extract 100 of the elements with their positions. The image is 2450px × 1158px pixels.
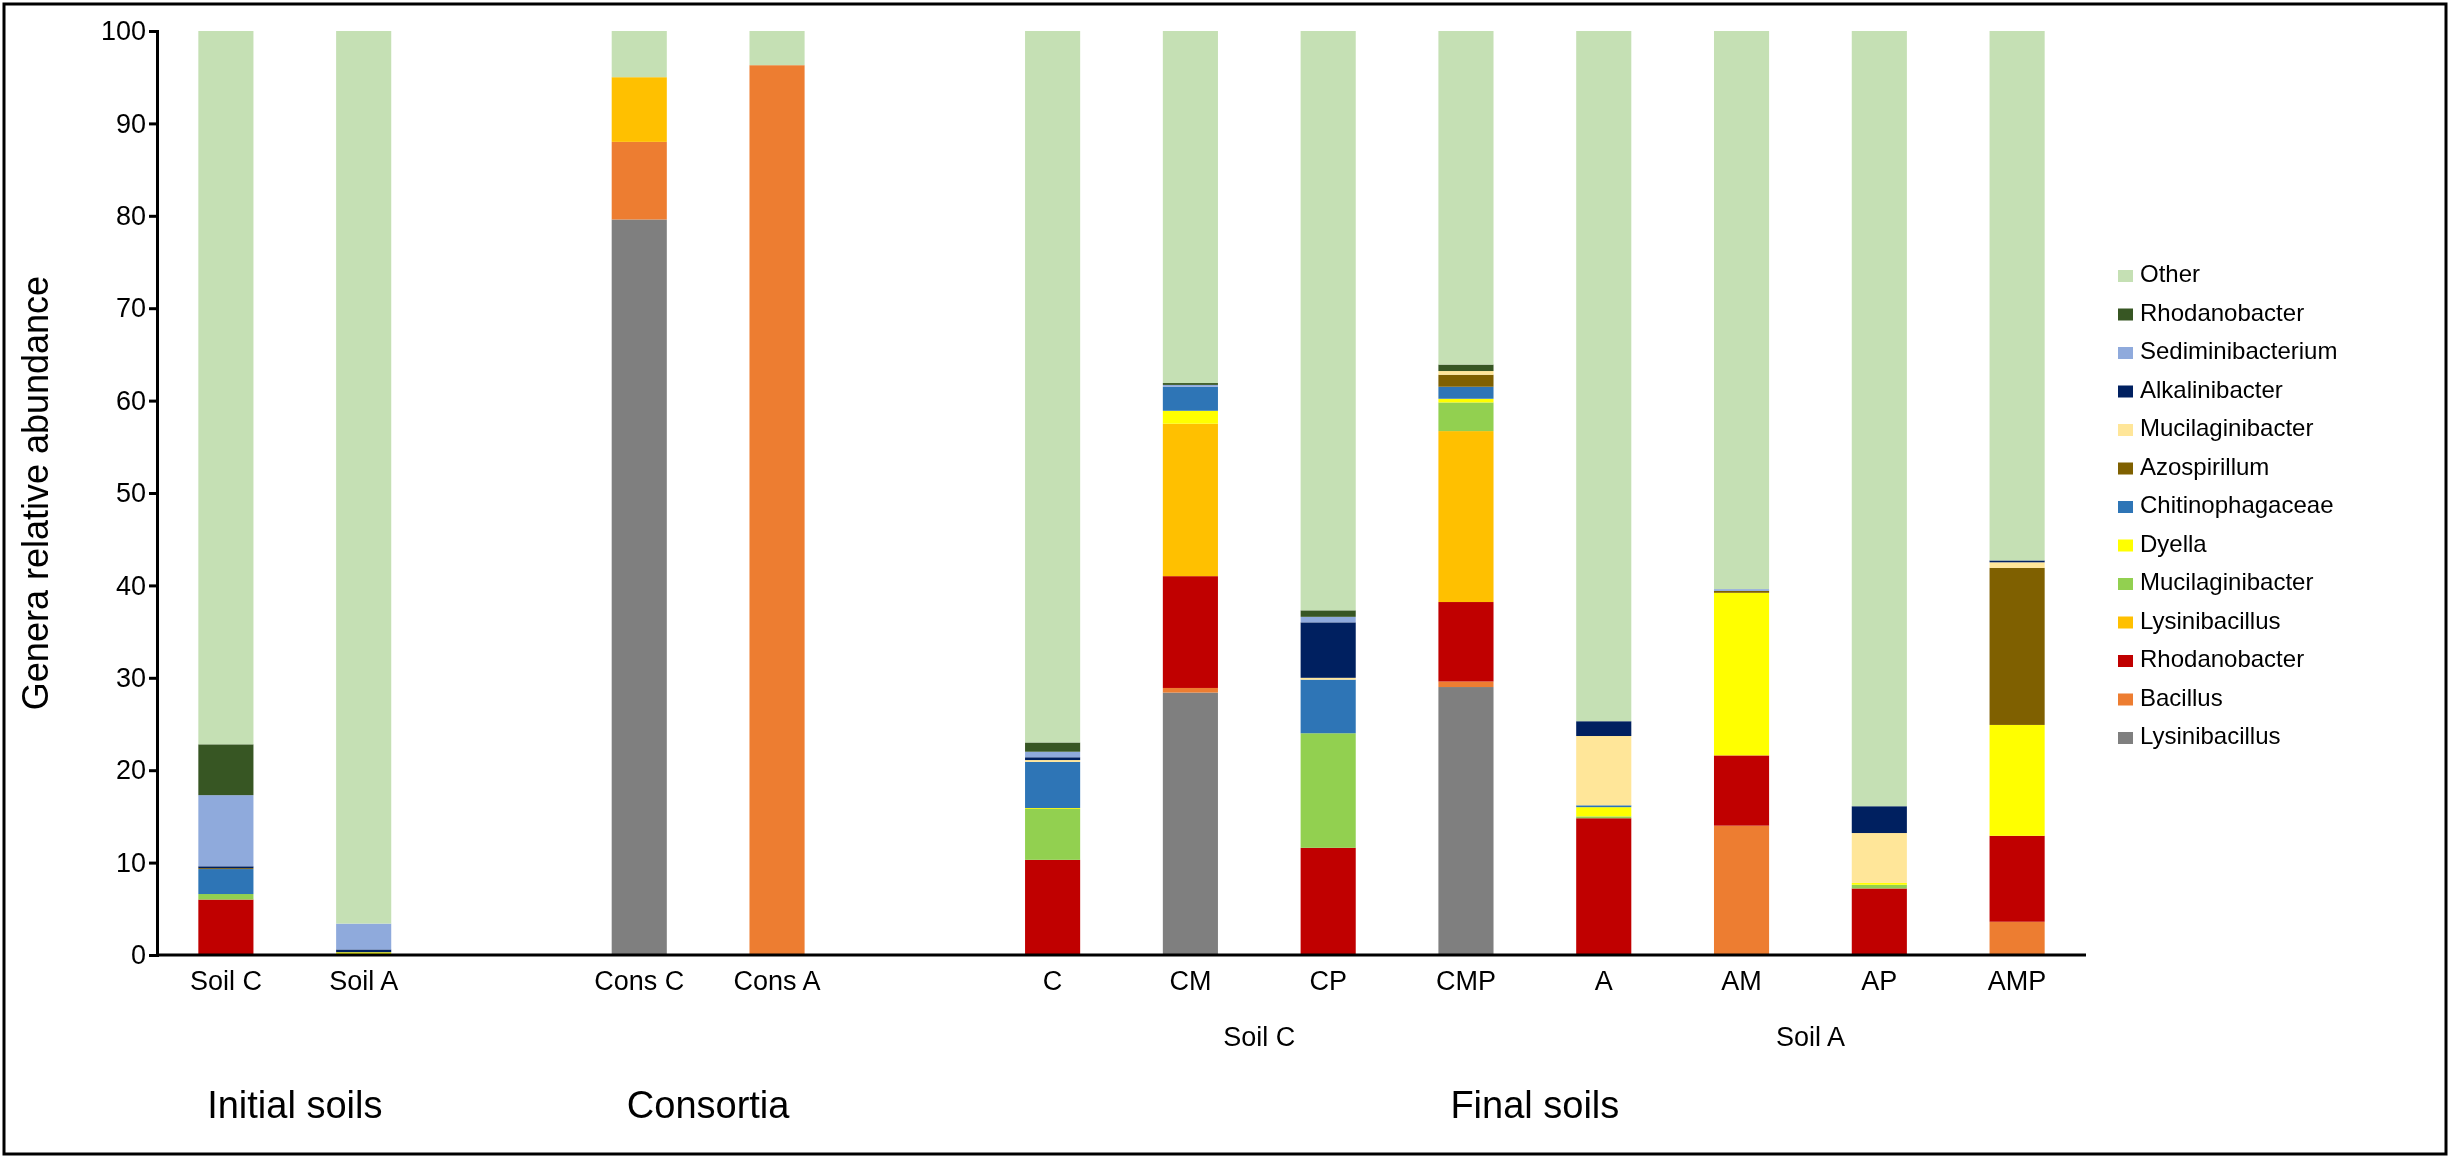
bar [1576, 736, 1632, 806]
bar [1162, 692, 1218, 955]
bar [1162, 386, 1218, 411]
bar [198, 795, 254, 867]
bar [1162, 410, 1218, 424]
bar [1851, 31, 1907, 807]
bar [1300, 610, 1356, 617]
bar [1438, 681, 1494, 688]
bar [198, 744, 254, 796]
bar [1025, 31, 1081, 743]
x-tick-label: A [1594, 966, 1613, 997]
bar [1025, 809, 1081, 860]
legend-label: Mucilaginibacter [2140, 568, 2314, 595]
bar [1851, 888, 1907, 955]
bar [1851, 833, 1907, 883]
bar [749, 31, 805, 66]
bar [1300, 616, 1356, 623]
text: Soil A [1775, 1022, 1845, 1052]
x-tick-label: AMP [1987, 966, 2047, 997]
y-tick-label: 20 [115, 755, 146, 786]
bar [336, 31, 392, 924]
bar [1438, 371, 1494, 375]
bar [1162, 687, 1218, 693]
bar [198, 869, 254, 895]
y-tick-label: 90 [115, 108, 146, 139]
x-tick-label: C [1042, 966, 1063, 997]
legend-label: Azospirillum [2140, 452, 2270, 480]
y-tick-label: 100 [100, 16, 146, 47]
bar [1025, 751, 1081, 758]
bar [1438, 374, 1494, 387]
legend-label: Alkalinibacter [2140, 375, 2283, 403]
bar [1989, 921, 2045, 955]
legend-label: Lysinibacillus [2140, 606, 2281, 634]
bar [1300, 847, 1356, 955]
legend-label: Rhodanobacter [2140, 645, 2305, 672]
bar [1438, 364, 1494, 372]
bar [1300, 679, 1356, 734]
bar [1989, 835, 2045, 922]
bar [611, 77, 667, 142]
bar [1300, 622, 1356, 678]
bar [1162, 423, 1218, 577]
x-tick-label: AM [1721, 966, 1762, 997]
x-tick-label: AP [1861, 966, 1898, 997]
bar [611, 141, 667, 220]
bar [1713, 755, 1770, 826]
y-tick-label: 50 [115, 478, 146, 509]
x-tick-label: Soil A [329, 966, 399, 997]
bar [749, 65, 805, 955]
y-tick-label: 40 [115, 570, 146, 601]
text: Final soils [1450, 1084, 1620, 1126]
y-tick-label: 70 [115, 293, 146, 324]
bar [1162, 576, 1218, 688]
x-tick-label: CP [1309, 966, 1347, 997]
legend-label: Other [2140, 260, 2201, 287]
bar [1438, 31, 1494, 365]
bar [1713, 31, 1770, 590]
x-tick-label: Soil C [189, 966, 262, 997]
bar [1438, 602, 1494, 682]
legend-label: Bacillus [2140, 683, 2223, 711]
bar [198, 31, 254, 745]
bar [1713, 592, 1770, 756]
legend-label: Dyella [2140, 529, 2208, 557]
bar [198, 899, 254, 955]
bar [1162, 31, 1218, 384]
bar [1025, 859, 1081, 955]
x-tick-label: CMP [1435, 966, 1496, 997]
y-tick-label: 60 [115, 385, 146, 416]
legend-label: Sediminibacterium [2140, 337, 2338, 364]
y-tick-label: 80 [115, 200, 146, 231]
legend-label: Lysinibacillus [2140, 722, 2281, 749]
bar [611, 219, 667, 955]
y-tick-label: 10 [115, 847, 146, 878]
text: Soil C [1223, 1022, 1296, 1052]
y-tick-label: 0 [130, 940, 146, 971]
bar [1300, 31, 1356, 611]
bar [1025, 742, 1081, 752]
bar [1300, 733, 1356, 848]
bar [1989, 562, 2045, 568]
legend-label: Rhodanobacter [2140, 298, 2305, 326]
bar [1438, 431, 1494, 603]
bar [336, 923, 392, 950]
legend-label: Mucilaginibacter [2140, 414, 2314, 441]
bar [198, 894, 254, 900]
legend-label: Chitinophagaceae [2140, 491, 2334, 518]
bar [1025, 761, 1081, 809]
bar [1576, 31, 1632, 722]
x-tick-label: CM [1169, 966, 1212, 997]
text: Consortia [626, 1084, 791, 1126]
bar [1989, 31, 2045, 561]
x-tick-label: Cons A [733, 966, 821, 997]
bar [611, 31, 667, 78]
bar [1851, 806, 1907, 834]
bar [1576, 721, 1632, 737]
x-tick-label: Cons C [594, 966, 685, 997]
bar [1989, 724, 2045, 836]
text: Initial soils [207, 1084, 383, 1126]
y-tick-label: 30 [115, 662, 146, 693]
bar [1438, 402, 1494, 432]
bar [1576, 807, 1632, 817]
bar [1989, 567, 2045, 725]
